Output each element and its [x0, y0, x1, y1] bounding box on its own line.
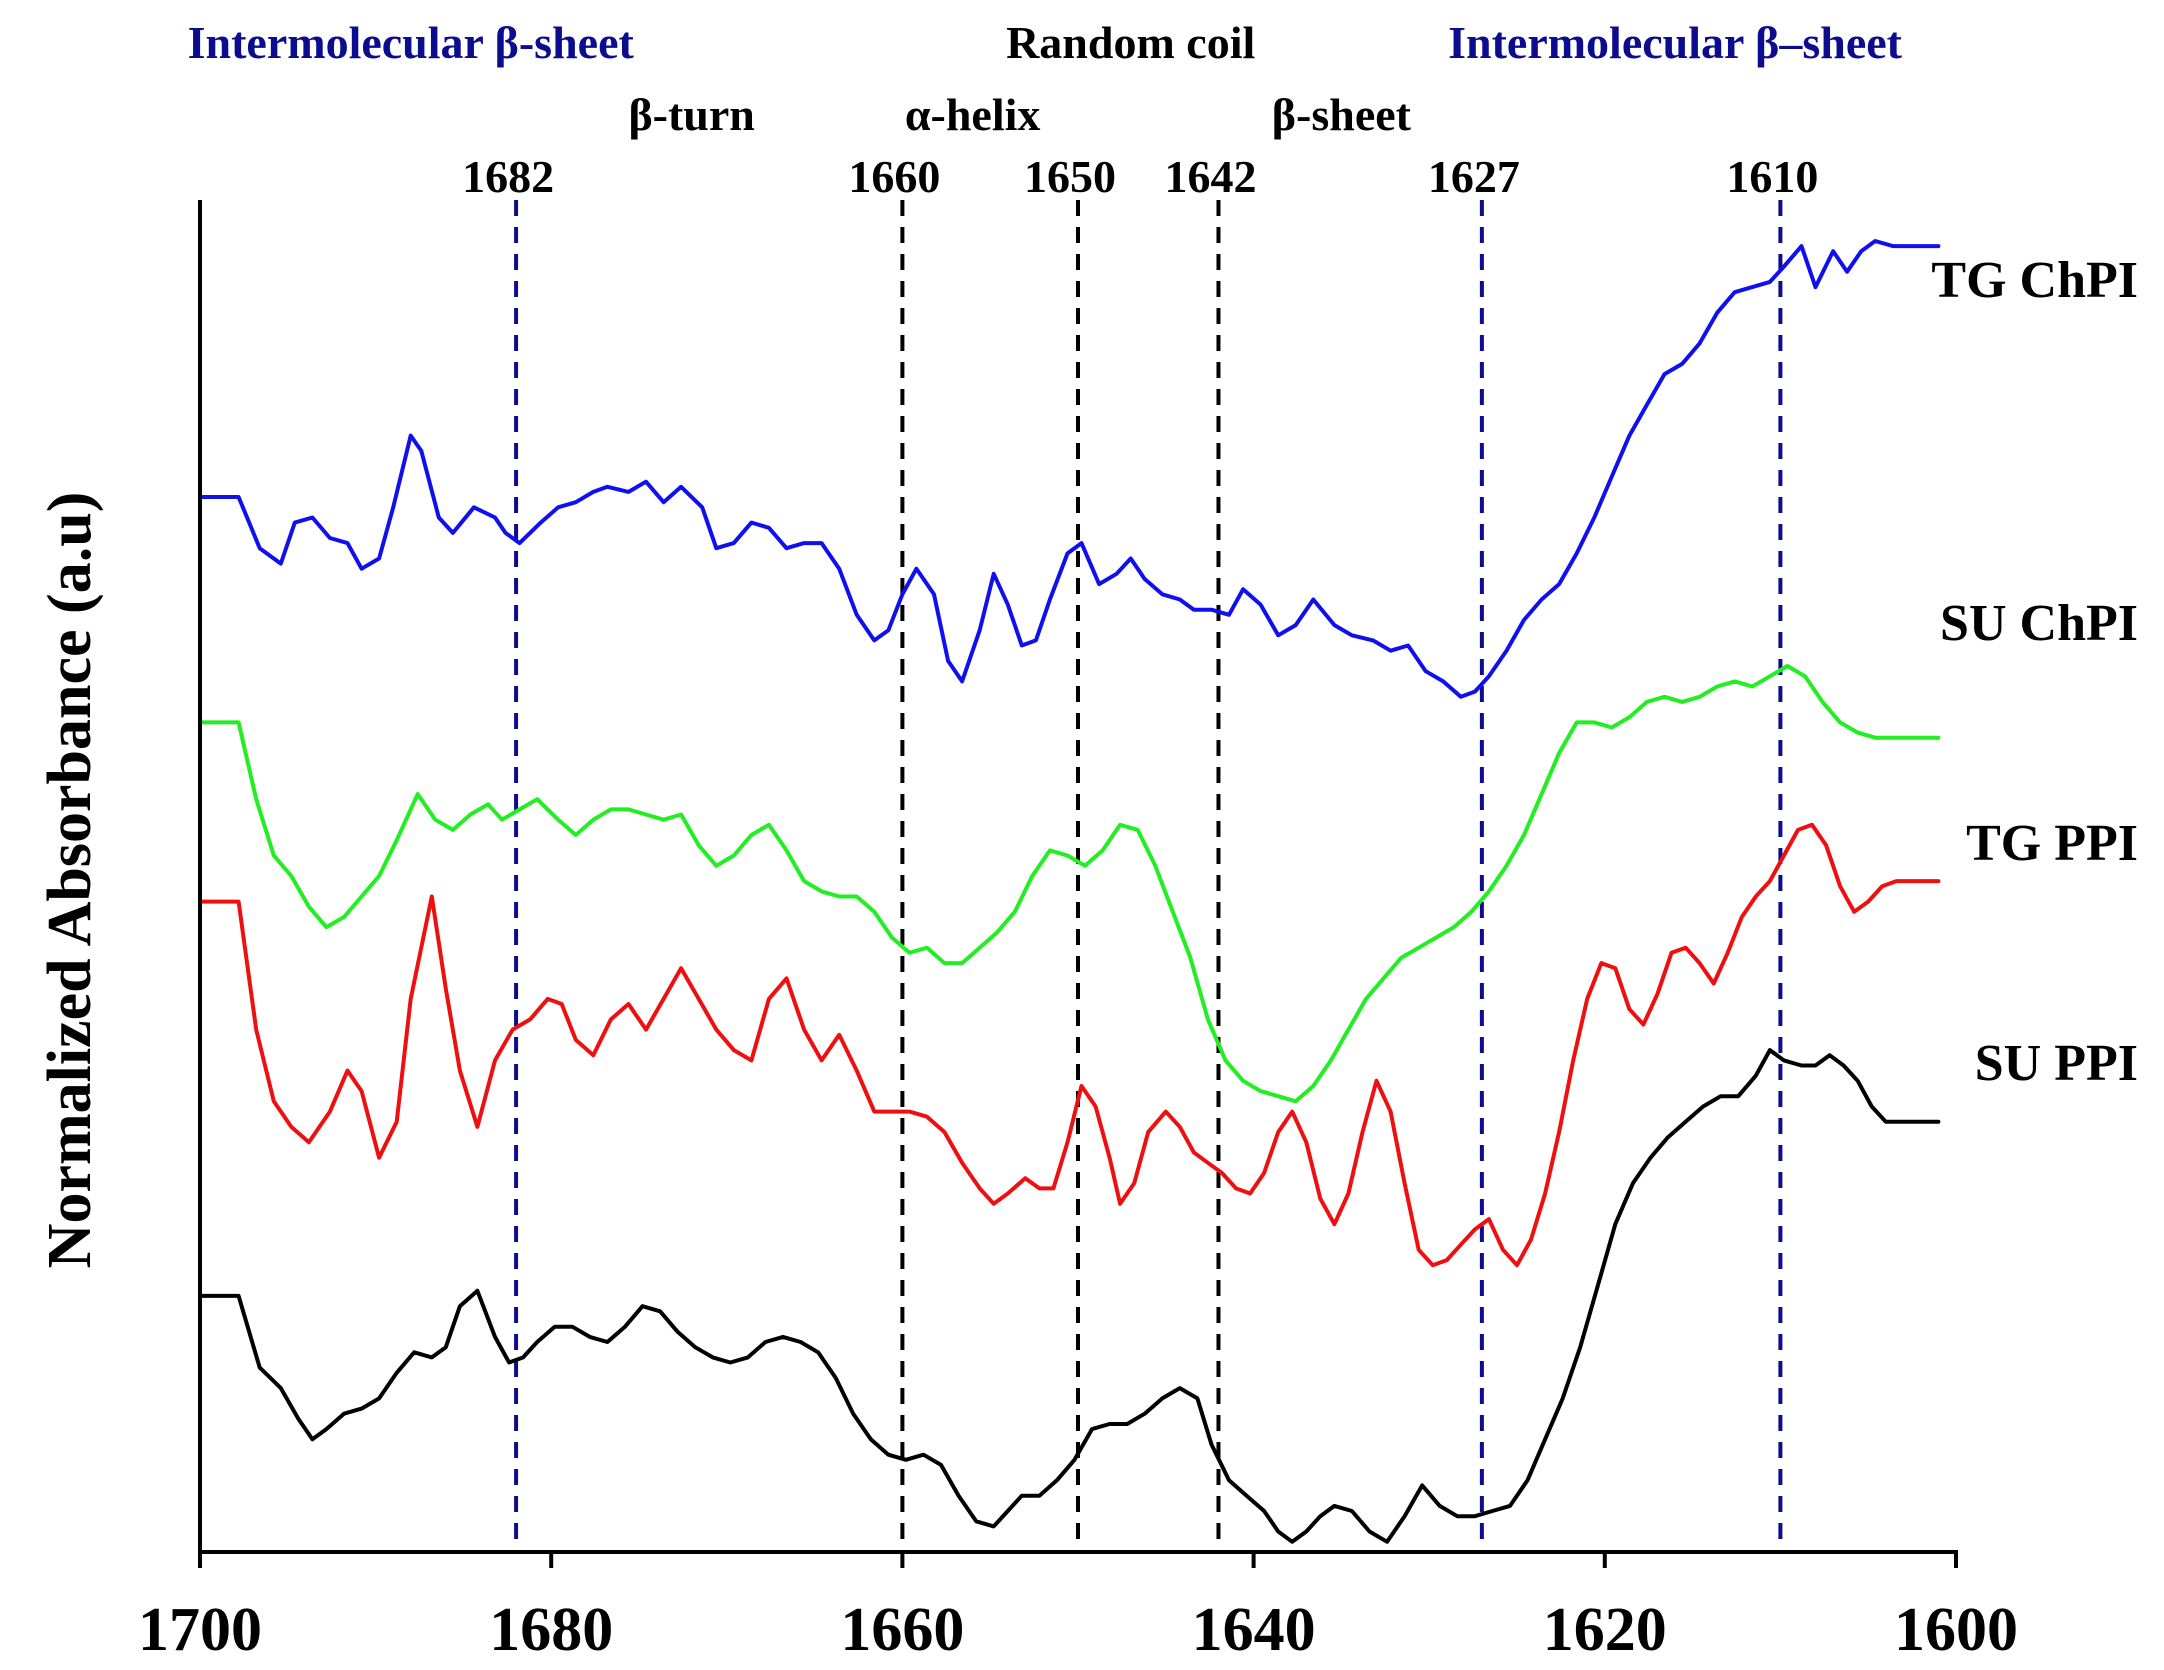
- reference-line-label-1650: 1650: [1024, 151, 1116, 202]
- legend-label-tg-ppi: TG PPI: [1966, 815, 2138, 872]
- series-line-su-chpi: [198, 664, 1941, 1104]
- x-tick-label-1680: 1680: [489, 1596, 613, 1664]
- legend-label-tg-chpi: TG ChPI: [1931, 252, 2138, 309]
- legend-label-su-chpi: SU ChPI: [1940, 595, 2138, 652]
- legend-label-su-ppi: SU PPI: [1975, 1035, 2138, 1092]
- region-label-sheet: β-sheet: [1272, 89, 1412, 140]
- reference-line-label-1610: 1610: [1726, 151, 1818, 202]
- series-line-tg-ppi: [198, 822, 1941, 1268]
- reference-line-label-1642: 1642: [1164, 151, 1256, 202]
- x-tick-label-1620: 1620: [1543, 1596, 1667, 1664]
- x-tick-label-1660: 1660: [840, 1596, 964, 1664]
- region-label-random-coil: Random coil: [1006, 17, 1255, 68]
- x-tick-label-1600: 1600: [1894, 1596, 2018, 1664]
- region-label-turn: β-turn: [628, 89, 754, 140]
- x-tick-label-1640: 1640: [1192, 1596, 1316, 1664]
- x-tick-label-1700: 1700: [138, 1596, 262, 1664]
- region-label-intermolecular-sheet: Intermolecular β–sheet: [1448, 17, 1903, 68]
- reference-line-label-1627: 1627: [1428, 151, 1520, 202]
- region-label-helix: α-helix: [905, 89, 1041, 140]
- series-line-tg-chpi: [198, 239, 1941, 699]
- region-label-intermolecular-sheet: Intermolecular β-sheet: [188, 17, 635, 68]
- reference-line-label-1682: 1682: [462, 151, 554, 202]
- series-line-su-ppi: [198, 1048, 1941, 1544]
- reference-line-label-1660: 1660: [848, 151, 940, 202]
- y-axis-title: Normalized Absorbance (a.u): [36, 492, 104, 1269]
